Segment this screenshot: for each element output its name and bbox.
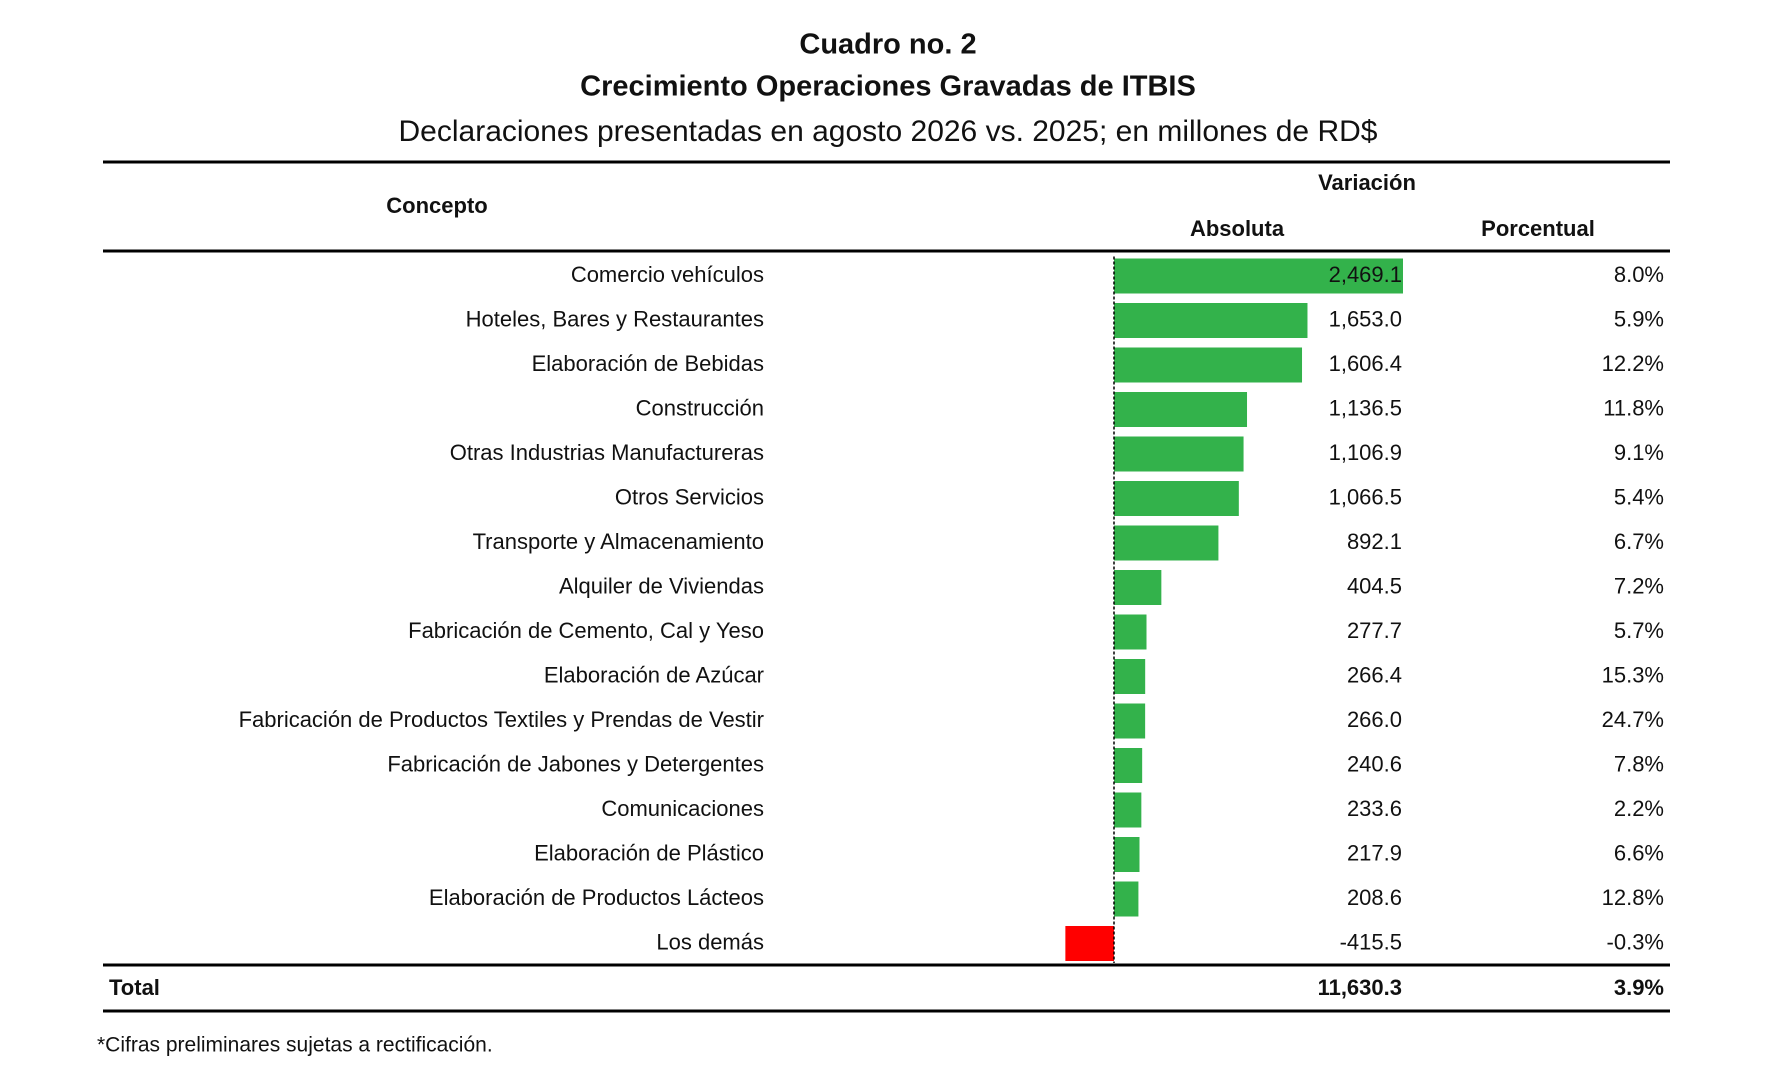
porcentual: 7.8% [1614,751,1664,776]
porcentual: 2.2% [1614,796,1664,821]
concepto: Los demás [656,929,764,954]
absoluta: 217.9 [1347,840,1402,865]
porcentual: 5.9% [1614,306,1664,331]
porcentual: 5.7% [1614,618,1664,643]
porcentual: 9.1% [1614,440,1664,465]
header-porcentual: Porcentual [1481,216,1595,241]
porcentual: 15.3% [1602,662,1664,687]
absoluta: 277.7 [1347,618,1402,643]
concepto: Elaboración de Azúcar [544,662,764,687]
data-bar [1114,748,1143,783]
footnote: *Cifras preliminares sujetas a rectifica… [97,1034,493,1057]
concepto: Construcción [636,395,764,420]
absoluta: -415.5 [1340,929,1402,954]
header-concepto: Concepto [386,193,487,218]
absoluta: 404.5 [1347,573,1402,598]
absoluta: 240.6 [1347,751,1402,776]
porcentual: 8.0% [1614,262,1664,287]
absoluta: 233.6 [1347,796,1402,821]
concepto: Fabricación de Jabones y Detergentes [387,751,764,776]
concepto: Otros Servicios [615,484,764,509]
absoluta: 208.6 [1347,885,1402,910]
absoluta: 1,106.9 [1329,440,1402,465]
concepto: Hoteles, Bares y Restaurantes [466,306,764,331]
data-bar [1114,347,1303,383]
concepto: Comunicaciones [601,796,764,821]
porcentual: 12.8% [1602,885,1664,910]
data-bar [1114,303,1308,338]
data-bar [1114,570,1162,605]
absoluta: 2,469.1 [1329,262,1402,287]
concepto: Alquiler de Viviendas [559,573,764,598]
data-bar [1065,926,1114,961]
absoluta: 1,066.5 [1329,484,1402,509]
absoluta: 266.4 [1347,662,1402,687]
concepto: Comercio vehículos [571,262,764,287]
porcentual: 24.7% [1602,707,1664,732]
header-absoluta: Absoluta [1190,216,1285,241]
concepto: Transporte y Almacenamiento [473,529,764,554]
concepto: Fabricación de Cemento, Cal y Yeso [408,618,764,643]
porcentual: 7.2% [1614,573,1664,598]
total-label: Total [109,975,160,1000]
porcentual: -0.3% [1607,929,1664,954]
porcentual: 11.8% [1603,395,1664,420]
header-variacion: Variación [1318,170,1416,195]
data-bar [1114,481,1239,516]
description: Declaraciones presentadas en agosto 2026… [399,115,1378,148]
total-porcentual: 3.9% [1614,975,1664,1000]
porcentual: 6.6% [1614,840,1664,865]
data-bar [1114,703,1146,739]
concepto: Elaboración de Bebidas [532,351,764,376]
data-bar [1114,837,1140,872]
porcentual: 5.4% [1614,484,1664,509]
concepto: Otras Industrias Manufactureras [450,440,764,465]
subtitle: Crecimiento Operaciones Gravadas de ITBI… [580,71,1196,103]
data-bar [1114,258,1403,294]
concepto: Fabricación de Productos Textiles y Pren… [239,707,764,732]
absoluta: 1,606.4 [1329,351,1402,376]
absoluta: 266.0 [1347,707,1402,732]
title: Cuadro no. 2 [799,29,976,61]
total-absoluta: 11,630.3 [1318,975,1402,1000]
data-bar [1114,436,1244,472]
data-bar [1114,659,1146,694]
absoluta: 892.1 [1347,529,1402,554]
data-bar [1114,392,1248,427]
data-bar [1114,525,1219,561]
absoluta: 1,136.5 [1329,395,1402,420]
data-bar [1114,792,1142,828]
concepto: Elaboración de Plástico [534,840,764,865]
concepto: Elaboración de Productos Lácteos [429,885,764,910]
data-bar [1114,614,1147,650]
porcentual: 12.2% [1602,351,1664,376]
porcentual: 6.7% [1614,529,1664,554]
data-bar [1114,881,1139,917]
absoluta: 1,653.0 [1329,306,1402,331]
